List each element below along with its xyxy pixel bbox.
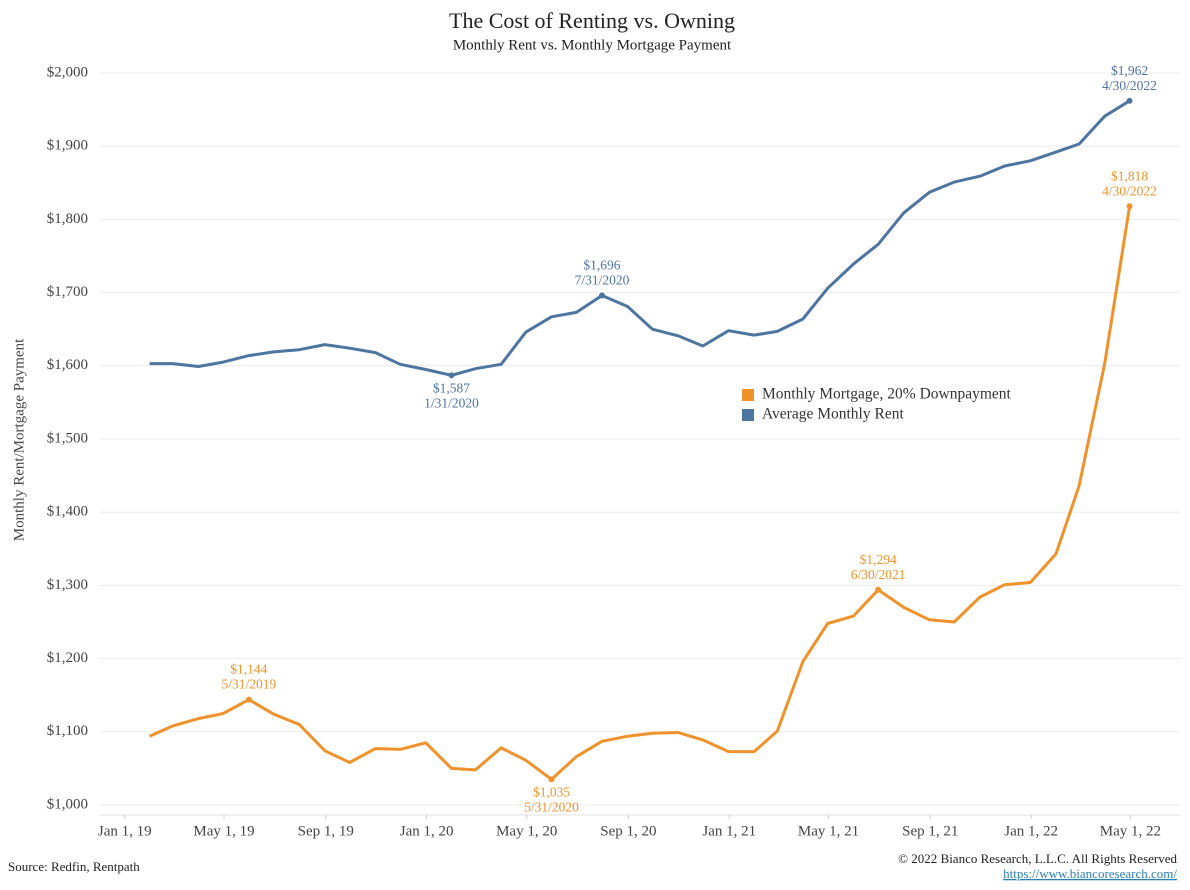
legend-swatch	[742, 409, 754, 421]
annotated-point	[245, 696, 252, 703]
date-label: 5/31/2020	[524, 799, 579, 814]
annotated-point	[1126, 97, 1133, 104]
chart-title: The Cost of Renting vs. Owning	[449, 8, 735, 33]
y-tick-label: $1,500	[47, 430, 88, 446]
date-label: 5/31/2019	[221, 677, 276, 692]
url[interactable]: https://www.biancoresearch.com/	[1003, 866, 1177, 881]
annotated-point	[1126, 203, 1133, 210]
date-label: 7/31/2020	[575, 273, 630, 288]
legend-label: Average Monthly Rent	[762, 406, 904, 423]
x-tick-label: Sep 1, 19	[298, 823, 354, 839]
value-label: $1,294	[860, 552, 897, 567]
x-tick-label: May 1, 21	[798, 823, 859, 839]
series-line	[149, 99, 1131, 377]
date-label: 4/30/2022	[1102, 78, 1157, 93]
value-label: $1,144	[230, 662, 267, 677]
legend-swatch	[742, 389, 754, 401]
annotated-point	[875, 586, 882, 593]
annotated-point	[598, 292, 605, 299]
y-tick-label: $1,700	[47, 284, 88, 300]
x-tick-label: May 1, 19	[193, 823, 254, 839]
annotated-point	[448, 372, 455, 379]
value-label: $1,696	[583, 258, 620, 273]
x-tick-label: Jan 1, 21	[702, 823, 756, 839]
y-tick-label: $1,300	[47, 577, 88, 593]
x-tick-label: Sep 1, 20	[600, 823, 656, 839]
value-label: $1,035	[533, 784, 570, 799]
y-tick-label: $2,000	[47, 64, 88, 80]
date-label: 4/30/2022	[1102, 183, 1157, 198]
source: Source: Redfin, Rentpath	[8, 859, 140, 874]
value-label: $1,818	[1111, 168, 1148, 183]
y-tick-label: $1,400	[47, 504, 88, 520]
y-axis-label: Monthly Rent/Mortgage Payment	[11, 338, 27, 541]
y-tick-label: $1,600	[47, 357, 88, 373]
x-tick-label: May 1, 22	[1100, 823, 1161, 839]
chart-subtitle: Monthly Rent vs. Monthly Mortgage Paymen…	[453, 37, 732, 53]
y-tick-label: $1,100	[47, 723, 88, 739]
x-tick-label: Jan 1, 20	[400, 823, 454, 839]
series-line	[148, 205, 1132, 781]
y-tick-label: $1,900	[47, 138, 88, 154]
value-label: $1,962	[1111, 63, 1148, 78]
x-tick-label: May 1, 20	[496, 823, 557, 839]
y-tick-label: $1,200	[47, 650, 88, 666]
x-tick-label: Jan 1, 22	[1004, 823, 1058, 839]
date-label: 6/30/2021	[851, 567, 906, 582]
y-tick-label: $1,000	[47, 796, 88, 812]
x-tick-label: Sep 1, 21	[902, 823, 958, 839]
annotated-point	[548, 776, 555, 783]
copyright: © 2022 Bianco Research, L.L.C. All Right…	[898, 851, 1177, 866]
date-label: 1/31/2020	[424, 395, 479, 410]
value-label: $1,587	[433, 380, 470, 395]
x-tick-label: Jan 1, 19	[98, 823, 152, 839]
y-tick-label: $1,800	[47, 211, 88, 227]
legend-label: Monthly Mortgage, 20% Downpayment	[762, 386, 1012, 403]
